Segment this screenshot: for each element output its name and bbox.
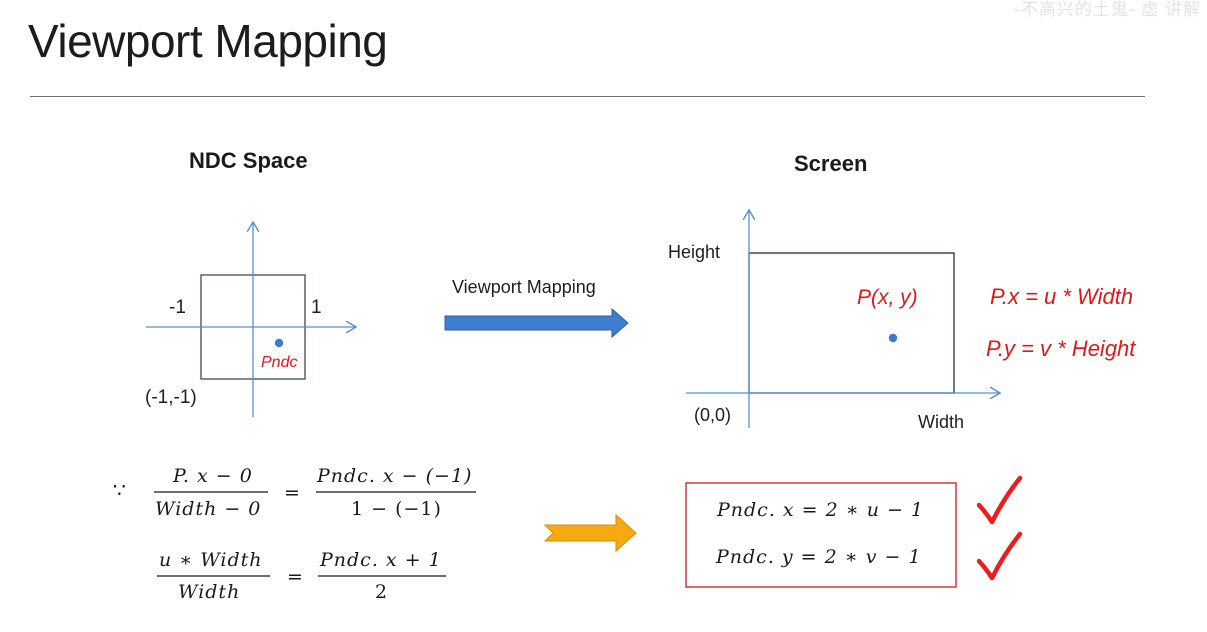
ndc-label-corner: (-1,-1) xyxy=(145,387,197,408)
formula-px: P.x = u * Width xyxy=(990,284,1134,309)
result-line-y: Pndc. y = 2 ∗ v − 1 xyxy=(716,546,922,568)
because-symbol: ∵ xyxy=(113,478,126,502)
ndc-point-label: Pndc xyxy=(261,354,298,371)
screen-label-origin: (0,0) xyxy=(694,405,732,425)
eq2-lhs-numerator: u ∗ Width xyxy=(159,549,263,571)
ndc-label-pos1: 1 xyxy=(311,297,322,318)
screen-point xyxy=(888,333,898,343)
formula-py: P.y = v * Height xyxy=(986,336,1136,361)
ndc-point xyxy=(274,338,284,348)
result-box xyxy=(685,482,957,588)
eq1-lhs-numerator: P. x − 0 xyxy=(173,465,253,487)
mapping-label: Viewport Mapping xyxy=(452,277,596,297)
screen-rect xyxy=(748,252,955,394)
ndc-heading: NDC Space xyxy=(189,148,308,173)
eq1-rhs-denominator: 1 − (−1) xyxy=(351,498,442,520)
screen-heading: Screen xyxy=(794,151,868,176)
eq2-rhs-numerator: Pndc. x + 1 xyxy=(320,549,442,571)
watermark: -不高兴的土鬼- 虚 讲解 xyxy=(1014,0,1201,19)
viewport-mapping-arrow xyxy=(444,307,629,339)
eq2-rhs-denominator: 2 xyxy=(375,581,389,603)
eq2-lhs-denominator: Width xyxy=(178,581,241,603)
screen-label-width: Width xyxy=(918,412,965,432)
eq1-rhs-numerator: Pndc. x − (−1) xyxy=(317,465,473,487)
ndc-label-neg1: -1 xyxy=(169,297,186,318)
eq2-equals: = xyxy=(287,566,304,588)
slide-title: Viewport Mapping xyxy=(28,15,388,67)
screen-point-label: P(x, y) xyxy=(857,286,918,309)
result-line-x: Pndc. x = 2 ∗ u − 1 xyxy=(717,499,925,521)
checkmark-2 xyxy=(976,531,1023,581)
eq1-equals: = xyxy=(284,482,301,504)
screen-label-height: Height xyxy=(668,242,721,262)
implies-arrow xyxy=(543,513,637,553)
checkmark-1 xyxy=(976,475,1023,525)
title-divider xyxy=(30,96,1145,97)
eq1-lhs-denominator: Width − 0 xyxy=(155,498,262,520)
